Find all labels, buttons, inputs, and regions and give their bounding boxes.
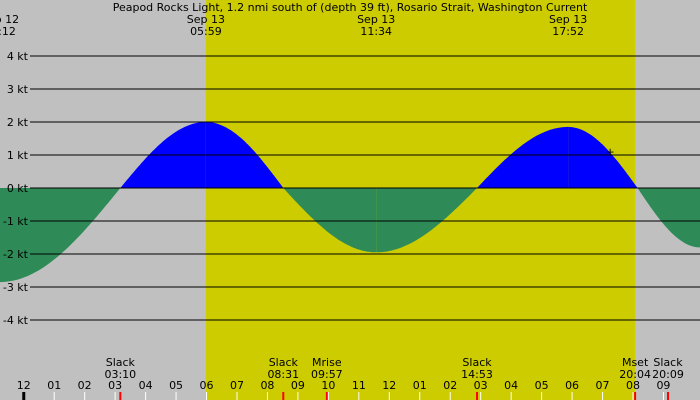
x-tick-label: 07: [230, 379, 244, 392]
x-tick-label: 02: [443, 379, 457, 392]
event-time: 03:10: [104, 368, 136, 381]
x-tick-label: 05: [535, 379, 549, 392]
x-tick-label: 08: [260, 379, 274, 392]
x-tick-label: 06: [200, 379, 214, 392]
x-tick-label: 09: [291, 379, 305, 392]
flood-area: [568, 126, 638, 188]
y-tick-label: -3 kt: [3, 281, 29, 294]
ebb-area: [637, 188, 700, 248]
event-time: 20:04: [619, 368, 651, 381]
event-time: 09:57: [311, 368, 343, 381]
x-tick-label: 06: [565, 379, 579, 392]
event-name: Slack: [462, 356, 492, 369]
x-axis: 1112010203040506070809101112010203040506…: [0, 379, 670, 400]
x-tick-label: 09: [656, 379, 670, 392]
event-time: 20:09: [652, 368, 684, 381]
y-tick-label: -1 kt: [3, 215, 29, 228]
chart-title: Peapod Rocks Light, 1.2 nmi south of (de…: [113, 1, 588, 14]
y-tick-label: 0 kt: [7, 182, 29, 195]
top-time-label: 05:59: [190, 25, 222, 38]
x-tick-label: 04: [504, 379, 518, 392]
top-time-label: 17:52: [552, 25, 584, 38]
ebb-area: [0, 188, 121, 283]
x-tick-label: 01: [413, 379, 427, 392]
y-tick-label: 3 kt: [7, 83, 29, 96]
top-date-label: Sep 13: [187, 13, 225, 26]
gridlines: [30, 55, 700, 321]
event-name: Mset: [622, 356, 649, 369]
y-tick-label: 1 kt: [7, 149, 29, 162]
x-tick-label: 12: [382, 379, 396, 392]
top-date-label: Sep 12: [0, 13, 19, 26]
ebb-area: [283, 188, 377, 253]
flood-area: [477, 126, 569, 188]
y-tick-label: 4 kt: [7, 50, 29, 63]
x-tick-label: 02: [78, 379, 92, 392]
marker-annotation: +: [606, 146, 615, 159]
x-tick-label: 03: [108, 379, 122, 392]
top-time-label: 11:34: [360, 25, 392, 38]
x-tick-label: 08: [626, 379, 640, 392]
event-time: 08:31: [267, 368, 299, 381]
event-time: 14:53: [461, 368, 493, 381]
y-tick-label: 2 kt: [7, 116, 29, 129]
event-name: Slack: [106, 356, 136, 369]
current-areas: [0, 122, 700, 283]
event-labels: Slack03:10Slack08:31Mrise09:57Slack14:53…: [104, 356, 684, 400]
x-tick-label: 01: [47, 379, 61, 392]
x-tick-label: 03: [474, 379, 488, 392]
event-name: Slack: [653, 356, 683, 369]
event-name: Slack: [269, 356, 299, 369]
top-time-label: 23:12: [0, 25, 16, 38]
x-tick-label: 04: [139, 379, 153, 392]
y-tick-label: -2 kt: [3, 248, 29, 261]
x-tick-label: 11: [352, 379, 366, 392]
y-axis: 4 kt 3 kt 2 kt 1 kt 0 kt -1 kt -2 kt -3 kt -4 kt: [3, 50, 34, 327]
top-date-label: Sep 13: [357, 13, 395, 26]
top-date-label: Sep 13: [549, 13, 587, 26]
x-tick-label: 10: [321, 379, 335, 392]
x-tick-label: 07: [596, 379, 610, 392]
x-tick-label: 05: [169, 379, 183, 392]
event-name: Mrise: [312, 356, 342, 369]
x-tick-label: 12: [17, 379, 31, 392]
ebb-area: [376, 188, 477, 253]
y-tick-label: -4 kt: [3, 314, 29, 327]
